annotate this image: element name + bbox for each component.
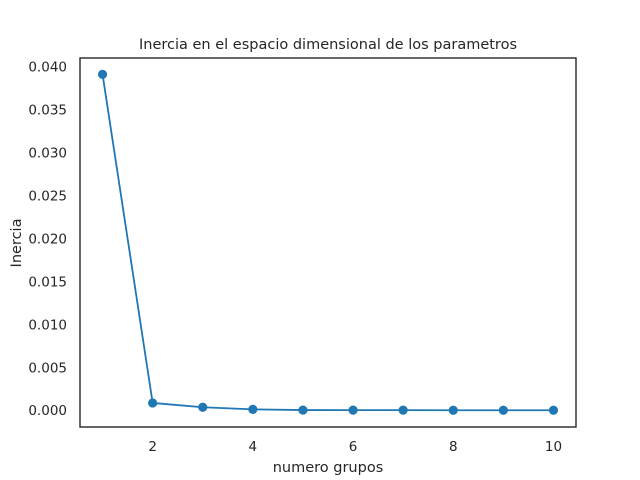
y-tick-label: 0.035 bbox=[28, 103, 67, 119]
data-point bbox=[448, 405, 458, 415]
series-line bbox=[101, 73, 555, 412]
x-axis-label: numero grupos bbox=[273, 460, 384, 476]
y-tick-label: 0.015 bbox=[28, 274, 67, 290]
data-point bbox=[97, 69, 108, 79]
data-point bbox=[148, 398, 158, 408]
data-point bbox=[198, 402, 208, 412]
data-point bbox=[398, 405, 408, 415]
y-tick-label: 0.030 bbox=[28, 146, 67, 162]
data-point bbox=[248, 404, 258, 414]
data-point bbox=[548, 405, 559, 415]
y-axis-label: Inercia bbox=[9, 219, 25, 268]
y-tick-label: 0.005 bbox=[28, 360, 67, 376]
x-tick-label: 2 bbox=[148, 439, 157, 455]
plot-frame bbox=[79, 57, 577, 428]
y-tick-label: 0.020 bbox=[28, 231, 67, 247]
chart-title: Inercia en el espacio dimensional de los… bbox=[139, 37, 517, 53]
y-tick-label: 0.040 bbox=[28, 60, 67, 76]
y-tick-label: 0.010 bbox=[28, 317, 67, 333]
data-point bbox=[498, 405, 508, 415]
x-tick-label: 6 bbox=[349, 439, 358, 455]
y-tick-label: 0.000 bbox=[28, 403, 67, 419]
data-point bbox=[298, 405, 308, 415]
data-point bbox=[348, 405, 358, 415]
x-tick-label: 4 bbox=[249, 439, 258, 455]
plot-area: 2 4 6 8 10 0.000 0.005 0.010 0.015 0.020 0.025 0.03… bbox=[28, 57, 577, 455]
x-tick-label: 10 bbox=[545, 439, 562, 455]
x-tick-label: 8 bbox=[449, 439, 458, 455]
y-tick-label: 0.025 bbox=[28, 188, 67, 204]
